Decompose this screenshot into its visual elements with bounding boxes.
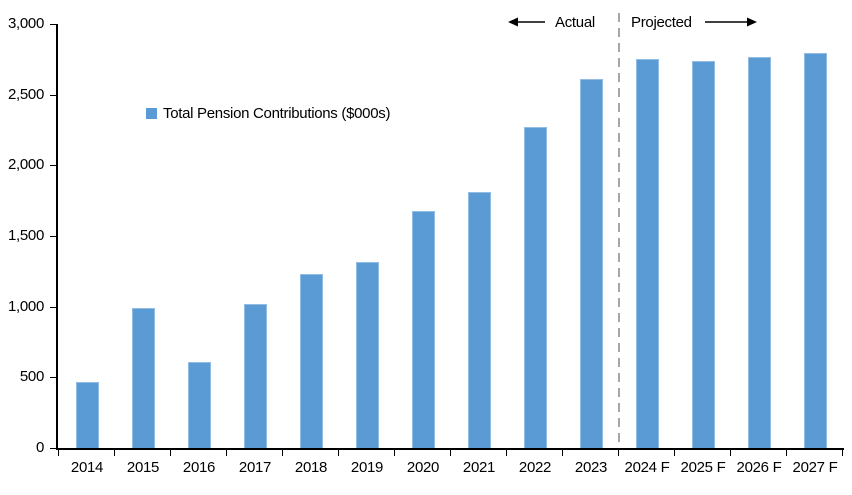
x-tick-label: 2017 <box>238 459 272 476</box>
y-tick-label: 2,000 <box>7 156 44 174</box>
x-tick-label: 2014 <box>70 459 104 476</box>
bar-slot <box>171 24 227 448</box>
bar-2027-f <box>803 52 827 448</box>
bar-slot <box>339 24 395 448</box>
x-tick-mark <box>226 448 227 456</box>
plot-area <box>59 24 843 448</box>
x-axis-labels: 2014 2015 2016 2017 2018 2019 2020 2021 2022 2023… <box>59 459 843 476</box>
x-tick-label: 2024 F <box>624 459 670 476</box>
x-tick-label: 2026 F <box>736 459 782 476</box>
x-tick-label: 2020 <box>406 459 440 476</box>
x-tick-label: 2023 <box>574 459 608 476</box>
bar-slot <box>395 24 451 448</box>
bar-slot <box>59 24 115 448</box>
x-tick-mark <box>450 448 451 456</box>
x-tick-mark <box>786 448 787 456</box>
x-tick-label: 2022 <box>518 459 552 476</box>
bar-slot <box>115 24 171 448</box>
y-tick-label: 0 <box>35 439 44 456</box>
bar-2026-f <box>747 57 771 448</box>
bar-2016 <box>187 361 211 448</box>
y-tick-mark <box>50 94 56 96</box>
actual-label: Actual <box>555 14 595 31</box>
bar-2021 <box>467 192 491 448</box>
x-tick-mark <box>506 448 507 456</box>
x-tick-mark <box>394 448 395 456</box>
arrow-left-icon <box>508 17 545 27</box>
bar-slot <box>227 24 283 448</box>
y-tick-label: 500 <box>19 368 44 386</box>
bar-slot <box>675 24 731 448</box>
x-tick-mark <box>338 448 339 456</box>
bar-2014 <box>75 381 99 448</box>
x-tick-label: 2015 <box>126 459 160 476</box>
y-tick-mark <box>50 165 56 167</box>
bar-slot <box>283 24 339 448</box>
bar-2015 <box>131 308 155 448</box>
legend: Total Pension Contributions ($000s) <box>146 105 390 122</box>
y-axis-line <box>56 24 58 450</box>
x-tick-mark <box>114 448 115 456</box>
x-tick-label: 2018 <box>294 459 328 476</box>
arrow-right-icon <box>705 17 757 27</box>
x-tick-mark <box>282 448 283 456</box>
bar-2023 <box>579 79 603 448</box>
x-tick-mark <box>58 448 59 456</box>
bar-slot <box>451 24 507 448</box>
bar-slot <box>507 24 563 448</box>
x-tick-mark <box>674 448 675 456</box>
y-tick-mark <box>50 24 56 25</box>
bar-2022 <box>523 127 547 448</box>
y-tick-label: 2,500 <box>7 85 44 103</box>
x-tick-label: 2025 F <box>680 459 726 476</box>
x-tick-label: 2027 F <box>792 459 838 476</box>
actual-projected-divider <box>618 13 620 448</box>
x-tick-label: 2016 <box>182 459 216 476</box>
legend-swatch-icon <box>146 108 157 119</box>
y-tick-mark <box>50 448 56 449</box>
y-tick-label: 3,000 <box>7 15 44 32</box>
bar-2019 <box>355 262 379 448</box>
bar-2017 <box>243 303 267 448</box>
bar-slot <box>731 24 787 448</box>
x-tick-label: 2021 <box>462 459 496 476</box>
x-tick-mark <box>842 448 843 456</box>
legend-label: Total Pension Contributions ($000s) <box>163 105 391 122</box>
x-tick-mark <box>730 448 731 456</box>
bar-2020 <box>411 210 435 448</box>
bar-2024-f <box>635 59 659 448</box>
bar-2025-f <box>691 60 715 448</box>
y-tick-label: 1,000 <box>7 297 44 315</box>
x-tick-mark <box>562 448 563 456</box>
y-tick-mark <box>50 236 56 237</box>
bar-2018 <box>299 274 323 448</box>
x-tick-label: 2019 <box>350 459 384 476</box>
y-tick-label: 1,500 <box>7 227 44 244</box>
x-tick-mark <box>170 448 171 456</box>
y-tick-mark <box>50 306 56 308</box>
bar-slot <box>787 24 843 448</box>
y-tick-mark <box>50 377 56 379</box>
bar-slot <box>563 24 619 448</box>
bar-slot <box>619 24 675 448</box>
projected-label: Projected <box>631 14 692 31</box>
x-tick-mark <box>618 448 619 456</box>
